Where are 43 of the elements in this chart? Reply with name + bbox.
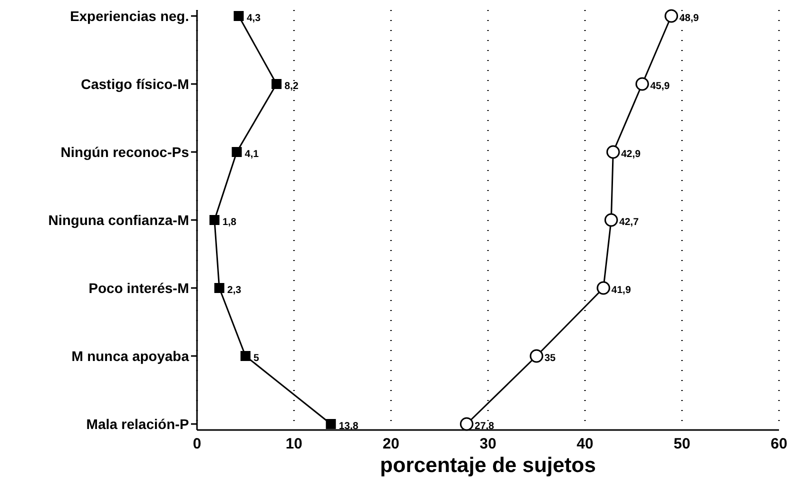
data-label: 2,3 (227, 285, 242, 296)
point (234, 11, 244, 21)
y-tick-label: M nunca apoyaba (72, 348, 190, 364)
data-label: 42,7 (619, 217, 640, 228)
data-label: 4,1 (244, 149, 260, 160)
point (460, 417, 474, 431)
point (272, 79, 282, 89)
data-label: 41,9 (611, 285, 632, 296)
point (606, 145, 620, 159)
point (664, 9, 678, 23)
x-tick-label: 60 (770, 436, 788, 453)
y-tick-label: Ninguna confianza-M (48, 212, 189, 228)
data-label: 27,8 (474, 421, 495, 432)
point (240, 351, 250, 361)
data-label: 4,3 (246, 13, 262, 24)
data-label: 42,9 (621, 149, 642, 160)
point (326, 419, 336, 429)
data-label: 1,8 (222, 217, 237, 228)
x-tick-label: 50 (674, 436, 690, 453)
x-tick-label: 40 (576, 436, 594, 453)
y-tick-label: Experiencias neg. (70, 8, 189, 24)
point (232, 147, 242, 157)
data-label: 45,9 (650, 81, 670, 92)
x-axis-title: porcentaje de sujetos (379, 454, 597, 478)
y-tick-label: Poco interés-M (88, 280, 189, 296)
data-label: 8,2 (284, 81, 299, 92)
point (596, 281, 610, 295)
point (635, 77, 649, 91)
point (209, 215, 220, 225)
y-tick-label: Mala relación-P (86, 416, 189, 432)
x-tick-label: 20 (382, 436, 400, 453)
x-tick-label: 10 (286, 436, 302, 453)
x-tick-label: 30 (480, 436, 496, 453)
point (604, 213, 618, 227)
data-label: 13,8 (338, 421, 359, 432)
point (214, 283, 224, 293)
data-label: 35 (544, 353, 556, 364)
y-tick-label: Ningún reconoc-Ps (60, 144, 190, 160)
data-label: 5 (254, 353, 260, 364)
data-label: 48,9 (679, 13, 700, 24)
x-tick-label: 0 (192, 436, 202, 453)
y-tick-label: Castigo físico-M (80, 76, 189, 92)
point (530, 349, 544, 363)
